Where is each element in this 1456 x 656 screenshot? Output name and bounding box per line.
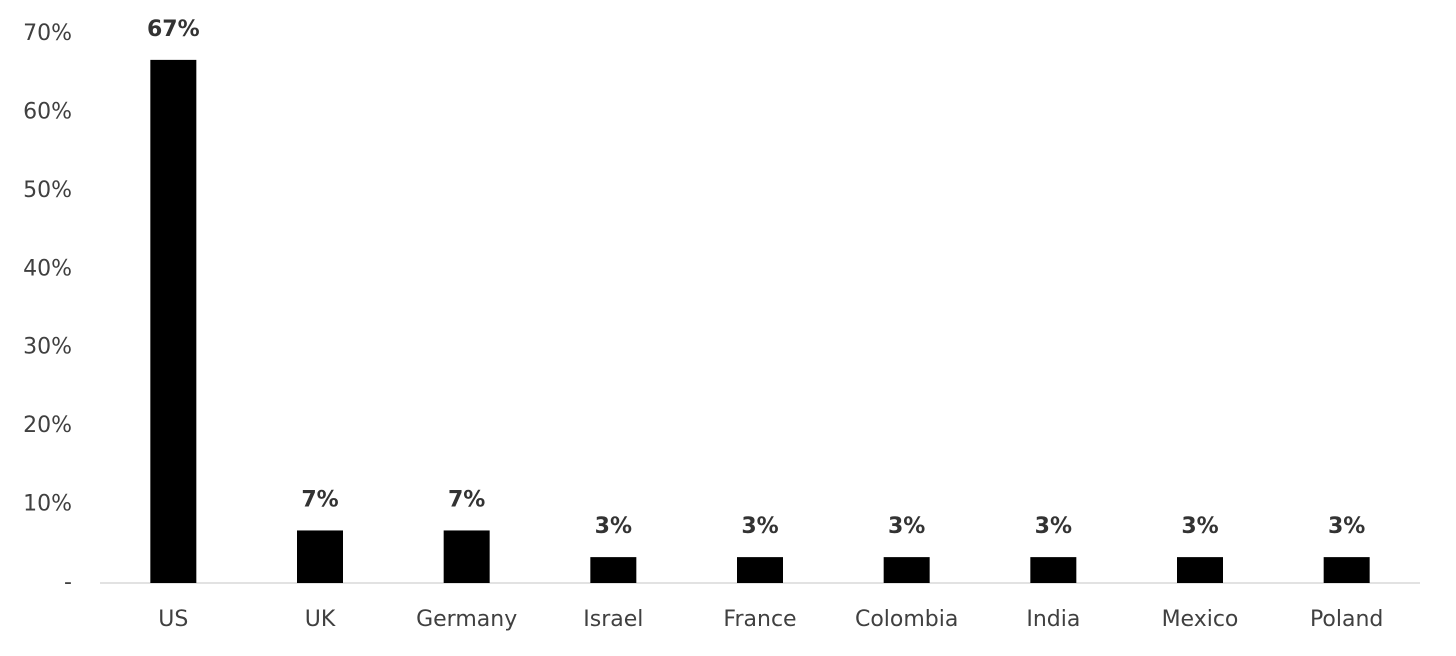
y-tick-label: 30% [23,335,72,360]
x-tick-label: Poland [1310,607,1383,632]
value-label: 3% [1328,514,1365,539]
value-label: 3% [741,514,778,539]
bar [1030,557,1077,583]
x-tick-label: France [723,607,796,632]
value-label: 3% [1181,514,1218,539]
value-label: 7% [448,487,485,512]
bar [590,557,637,583]
bar [297,530,343,583]
bar [883,557,930,583]
x-tick-label: Mexico [1162,607,1239,632]
y-tick-label: 10% [23,492,72,517]
x-tick-label: US [158,607,188,632]
bar [1177,557,1223,583]
x-tick-label: Germany [416,607,517,632]
x-tick-label: India [1026,607,1080,632]
y-tick-label: 40% [23,256,72,281]
x-tick-label: Israel [583,607,643,632]
y-tick-label: 20% [23,413,72,438]
bar [1323,557,1370,583]
value-label: 3% [1035,514,1072,539]
bar [443,530,490,583]
value-label: 67% [147,17,200,42]
bar [737,557,783,583]
y-tick-label: - [64,570,72,595]
value-label: 3% [888,514,925,539]
y-tick-label: 60% [23,99,72,124]
x-tick-label: Colombia [855,607,958,632]
y-tick-label: 70% [23,21,72,46]
bar [150,59,197,584]
value-label: 3% [595,514,632,539]
value-label: 7% [301,487,338,512]
x-tick-label: UK [305,607,336,632]
y-tick-label: 50% [23,178,72,203]
